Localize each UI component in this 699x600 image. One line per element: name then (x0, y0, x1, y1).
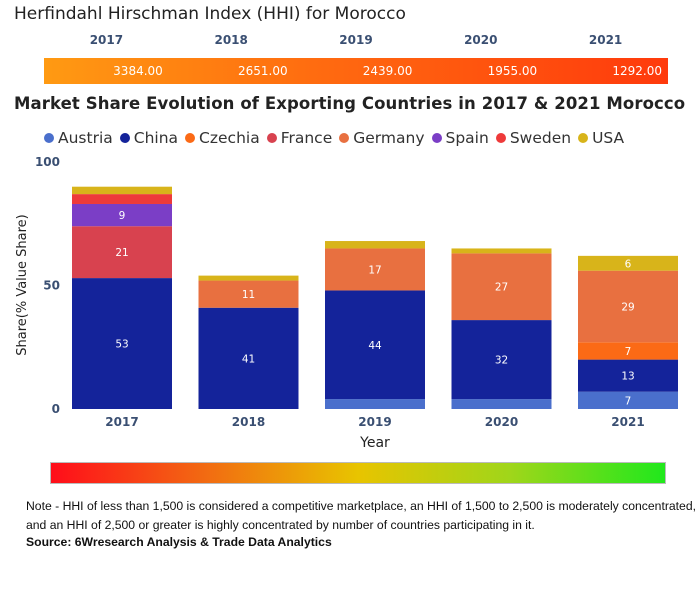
y-axis-label: Share(% Value Share) (15, 214, 30, 356)
bar-segment-china (325, 290, 425, 400)
legend-dot-icon (431, 133, 442, 143)
bar-segment-germany (325, 248, 425, 291)
hhi-value: 3384.00 (113, 64, 163, 78)
data-label: 6 (625, 258, 632, 270)
legend-label: Sweden (509, 129, 572, 147)
bar-segment-germany (578, 270, 678, 343)
legend-item-czechia[interactable]: Czechia (185, 129, 260, 147)
hhi-value: 1292.00 (612, 64, 662, 78)
legend-label: Spain (445, 129, 489, 147)
chart-legend: Austria China Czechia France Germany Spa… (44, 127, 631, 149)
hhi-value-bar: 3384.00 2651.00 2439.00 1955.00 1292.00 (44, 58, 668, 84)
data-label: 7 (625, 346, 632, 358)
hhi-title: Herfindahl Hirschman Index (HHI) for Mor… (14, 4, 406, 24)
legend-item-spain[interactable]: Spain (431, 129, 489, 147)
legend-item-china[interactable]: China (119, 129, 179, 147)
legend-label: Austria (58, 129, 113, 147)
bar-segment-germany (198, 280, 299, 308)
bar-segment-usa (325, 241, 425, 249)
hhi-year-label: 2017 (89, 33, 124, 47)
stacked-bar-chart: 0 50 100 Share(% Value Share) 53 21 9 2017 41 11 2… (15, 155, 678, 451)
legend-item-usa[interactable]: USA (578, 129, 624, 147)
legend-label: France (280, 129, 333, 147)
data-label: 7 (625, 395, 632, 407)
legend-label: Germany (353, 129, 425, 147)
data-label: 17 (368, 264, 381, 276)
bar-segment-austria (451, 399, 552, 409)
data-label: 53 (115, 339, 128, 351)
hhi-value: 2439.00 (362, 64, 413, 78)
chart-title: Market Share Evolution of Exporting Coun… (14, 94, 686, 113)
data-label: 27 (495, 282, 508, 294)
bar-segment-austria (325, 399, 425, 409)
bar-segment-china (451, 320, 552, 400)
legend-dot-icon (185, 133, 196, 143)
bar-segment-usa (198, 275, 299, 281)
legend-item-austria[interactable]: Austria (44, 129, 113, 147)
bar-segment-usa (578, 255, 678, 271)
hhi-value: 2651.00 (237, 64, 288, 78)
data-label: 44 (368, 340, 382, 352)
x-tick-label: 2019 (358, 415, 391, 429)
x-axis-label: Year (359, 435, 390, 451)
y-tick-label: 100 (35, 155, 60, 169)
data-label: 21 (115, 247, 128, 259)
legend-label: USA (592, 129, 625, 147)
data-label: 11 (242, 289, 255, 301)
data-label: 29 (621, 301, 634, 313)
hhi-year-label: 2021 (588, 33, 623, 47)
hhi-years-row: 2017 2018 2019 2020 2021 (44, 33, 668, 49)
hhi-year-label: 2018 (214, 33, 248, 47)
data-label: 13 (621, 371, 634, 383)
data-label: 41 (242, 353, 255, 365)
data-label: 9 (119, 210, 126, 222)
bar-segment-china (578, 359, 678, 392)
x-tick-label: 2017 (105, 415, 138, 429)
bar-segment-sweden (72, 194, 172, 204)
bar-segment-spain (72, 203, 172, 227)
data-label: 32 (495, 355, 508, 367)
legend-dot-icon (266, 133, 277, 143)
bar-segment-china (198, 307, 299, 409)
x-tick-label: 2020 (485, 415, 518, 429)
y-tick-label: 50 (43, 279, 60, 293)
hhi-value: 1955.00 (487, 64, 538, 78)
concentration-gradient-scale (50, 462, 666, 484)
bar-segment-usa (451, 248, 552, 254)
hhi-year-label: 2020 (464, 33, 498, 47)
x-tick-label: 2018 (232, 415, 265, 429)
hhi-year-label: 2019 (339, 33, 373, 47)
x-tick-label: 2021 (611, 415, 644, 429)
legend-label: Czechia (199, 129, 260, 147)
legend-item-sweden[interactable]: Sweden (495, 129, 572, 147)
legend-item-france[interactable]: France (266, 129, 333, 147)
footer-source: Source: 6Wresearch Analysis & Trade Data… (26, 535, 332, 549)
legend-label: China (133, 129, 179, 147)
legend-dot-icon (119, 133, 130, 143)
legend-dot-icon (339, 133, 350, 143)
bar-segment-germany (451, 253, 552, 321)
legend-dot-icon (495, 133, 506, 143)
legend-dot-icon (578, 133, 589, 143)
legend-dot-icon (44, 133, 54, 143)
bar-segment-china (72, 278, 172, 409)
footer-note: Note - HHI of less than 1,500 is conside… (26, 499, 696, 532)
bar-segment-usa (72, 186, 172, 195)
bar-segment-france (72, 226, 172, 279)
bar-segment-austria (578, 391, 678, 409)
bar-segment-czechia (578, 342, 678, 360)
y-tick-label: 0 (52, 402, 60, 416)
legend-item-germany[interactable]: Germany (339, 129, 425, 147)
